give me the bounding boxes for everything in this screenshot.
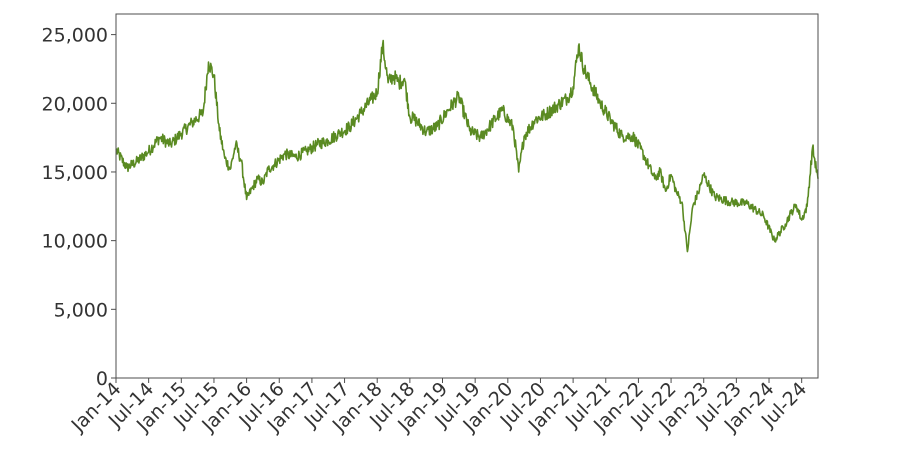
series-layer: [115, 39, 819, 253]
series-line: [115, 39, 819, 253]
x-axis-ticks: Jan-14Jul-14Jan-15Jul-15Jan-16Jul-16Jan-…: [67, 378, 812, 437]
y-tick-label: 20,000: [42, 93, 108, 115]
y-tick-label: 0: [96, 368, 108, 390]
y-tick-label: 15,000: [42, 162, 108, 184]
y-tick-label: 25,000: [42, 25, 108, 47]
y-tick-label: 10,000: [42, 231, 108, 253]
y-tick-label: 5,000: [54, 299, 108, 321]
y-axis-ticks: 0 5,000 10,000 15,000 20,000 25,000: [42, 25, 116, 390]
plot-area-frame: [115, 13, 819, 379]
